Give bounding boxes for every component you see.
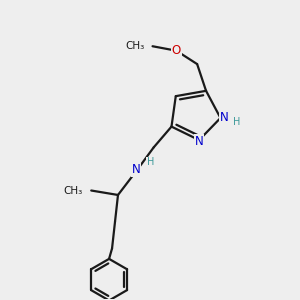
Text: CH₃: CH₃ <box>125 41 144 51</box>
Text: H: H <box>147 157 154 167</box>
Text: O: O <box>172 44 181 57</box>
Text: H: H <box>233 117 241 128</box>
Text: N: N <box>220 112 228 124</box>
Text: N: N <box>195 135 203 148</box>
Text: CH₃: CH₃ <box>64 185 83 196</box>
Text: N: N <box>131 163 140 176</box>
